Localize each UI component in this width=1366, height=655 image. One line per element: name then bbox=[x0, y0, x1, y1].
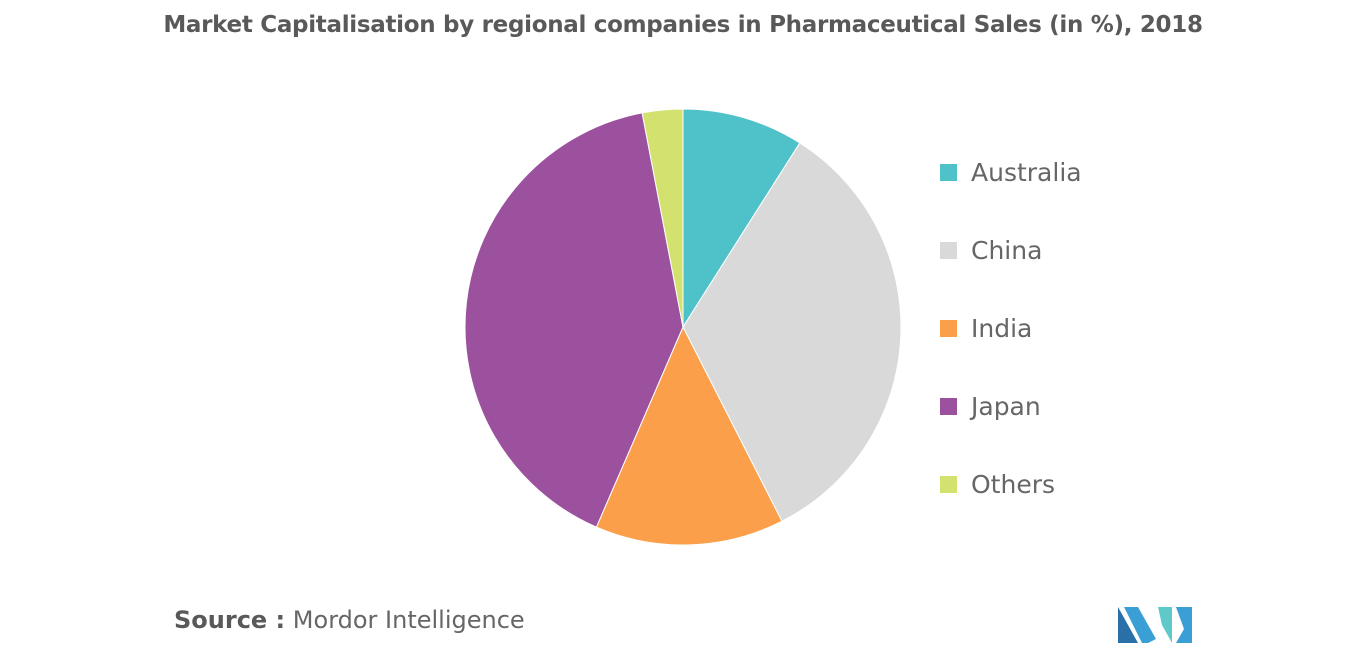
legend-swatch bbox=[940, 397, 957, 415]
legend-item-india: India bbox=[940, 308, 1200, 348]
legend-item-china: China bbox=[940, 230, 1200, 270]
chart-title: Market Capitalisation by regional compan… bbox=[163, 12, 1203, 38]
legend-swatch bbox=[940, 319, 957, 337]
pie-slice-australia bbox=[682, 108, 801, 329]
pie-slices bbox=[464, 108, 902, 546]
legend-item-japan: Japan bbox=[940, 386, 1200, 426]
source-text: Mordor Intelligence bbox=[292, 606, 525, 634]
legend-item-others: Others bbox=[940, 464, 1200, 504]
logo-shape-mid-left bbox=[1124, 607, 1156, 643]
legend-swatch bbox=[940, 163, 957, 181]
legend-swatch bbox=[940, 475, 957, 493]
source-label: Source : bbox=[174, 606, 286, 634]
pie-slice-india bbox=[595, 325, 783, 546]
legend-item-australia: Australia bbox=[940, 152, 1200, 192]
pie-slice-china bbox=[682, 142, 902, 522]
logo-shape-left bbox=[1118, 607, 1138, 643]
legend-label: China bbox=[971, 235, 1043, 265]
legend-label: India bbox=[971, 313, 1033, 343]
mordor-intelligence-logo-icon bbox=[1118, 607, 1192, 643]
logo-shape-mid-right bbox=[1158, 607, 1172, 643]
logo-shape-right bbox=[1176, 607, 1192, 643]
legend-label: Others bbox=[971, 469, 1056, 499]
pie-slice-others bbox=[641, 108, 684, 328]
pie-slice-japan bbox=[464, 112, 684, 528]
legend-swatch bbox=[940, 241, 957, 259]
source-note: Source : Mordor Intelligence bbox=[174, 606, 525, 634]
legend-label: Japan bbox=[971, 391, 1041, 421]
legend-label: Australia bbox=[971, 157, 1082, 187]
